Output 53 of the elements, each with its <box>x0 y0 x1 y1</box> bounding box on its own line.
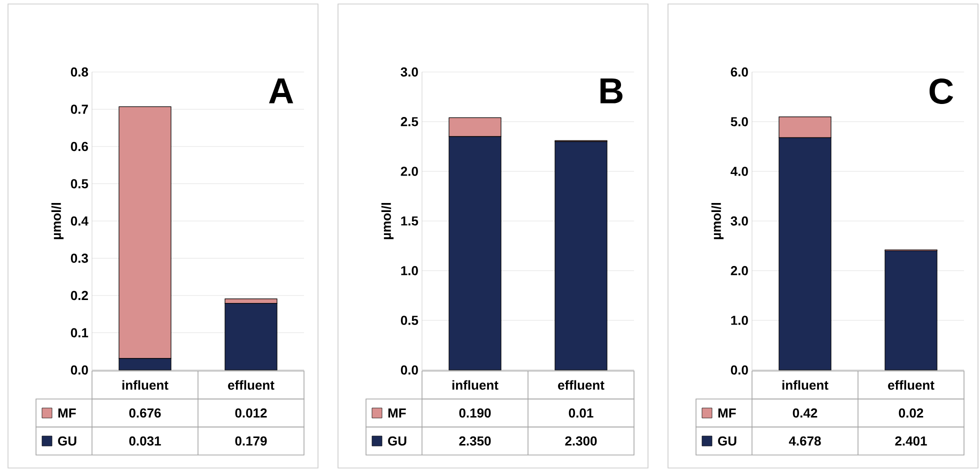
x-tick-label: effluent <box>228 380 274 390</box>
y-tick-label: 0.3 <box>70 254 88 263</box>
y-tick-label: 2.0 <box>730 266 748 276</box>
data-label: 0.42 <box>792 408 818 418</box>
y-axis-title: µmol/l <box>381 202 394 240</box>
y-axis-title: µmol/l <box>711 203 724 240</box>
y-tick-label: 0.5 <box>400 316 418 325</box>
y-tick-label: 0.4 <box>70 216 88 226</box>
y-tick-label: 0.1 <box>70 328 88 338</box>
x-tick-label: influent <box>122 380 168 390</box>
data-label: 2.401 <box>895 436 927 446</box>
y-tick-label: 0.5 <box>70 179 88 188</box>
data-label: 0.190 <box>459 408 491 418</box>
x-tick-label: influent <box>452 380 498 390</box>
y-tick-label: 0.0 <box>730 365 748 375</box>
data-label: 4.678 <box>788 436 821 446</box>
data-label: 0.01 <box>568 408 594 418</box>
y-tick-label: 0.6 <box>70 142 88 152</box>
y-tick-label: 1.0 <box>731 316 748 325</box>
data-label: 0.02 <box>898 408 924 418</box>
y-axis-title: µmol/l <box>51 203 64 240</box>
legend-label: GU <box>718 436 736 446</box>
legend-label: MF <box>58 408 76 418</box>
data-label: 0.031 <box>129 436 161 446</box>
x-tick-label: influent <box>782 380 828 390</box>
y-tick-label: 3.0 <box>730 216 748 226</box>
y-tick-label: 5.0 <box>730 117 748 126</box>
y-tick-label: 3.0 <box>400 67 418 77</box>
data-label: 0.676 <box>129 408 161 418</box>
y-tick-label: 0.0 <box>400 365 418 375</box>
y-tick-label: 2.0 <box>400 166 418 176</box>
legend-label: MF <box>388 408 406 418</box>
data-label: 0.012 <box>235 408 267 418</box>
x-tick-label: effluent <box>888 380 934 390</box>
legend-label: GU <box>58 436 76 446</box>
y-tick-label: 1.5 <box>401 216 418 226</box>
data-label: 2.300 <box>565 436 597 446</box>
y-tick-label: 1.0 <box>401 266 418 276</box>
data-label: 2.350 <box>459 436 491 446</box>
x-tick-label: effluent <box>558 380 604 390</box>
data-label: 0.179 <box>235 436 267 446</box>
chart-title: A <box>269 78 294 104</box>
y-tick-label: 0.0 <box>70 365 88 375</box>
legend-label: MF <box>718 408 736 418</box>
legend-label: GU <box>388 436 406 446</box>
chart-title: B <box>600 78 622 104</box>
y-tick-label: 0.2 <box>70 290 88 300</box>
chart-title: C <box>930 78 954 104</box>
y-tick-label: 0.8 <box>70 67 88 77</box>
y-tick-label: 0.7 <box>70 104 88 114</box>
y-tick-label: 2.5 <box>400 117 418 126</box>
y-tick-label: 6.0 <box>730 67 748 77</box>
y-tick-label: 4.0 <box>730 166 748 176</box>
